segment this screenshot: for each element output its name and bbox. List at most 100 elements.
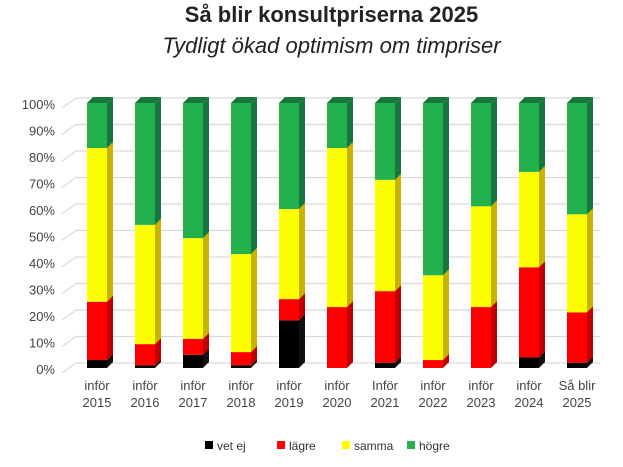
gridline-depth: [61, 309, 77, 321]
bar-segment-lägre: [471, 307, 491, 368]
bar-side: [203, 97, 209, 239]
chart-subtitle: Tydligt ökad optimism om timpriser: [162, 33, 501, 58]
bar-side: [347, 97, 353, 149]
y-tick-label: 50%: [29, 230, 55, 245]
bar-side: [251, 346, 257, 366]
bar-side: [587, 97, 593, 215]
legend-swatch: [407, 441, 415, 449]
bar-side: [443, 269, 449, 361]
gridline-depth: [61, 97, 77, 109]
y-tick-label: 30%: [29, 283, 55, 298]
gridline-depth: [61, 362, 77, 374]
bar-segment-lägre: [567, 312, 587, 363]
bar-segment-högre: [135, 103, 155, 225]
bar-segment-högre: [87, 103, 107, 149]
bar-segment-vet-ej: [279, 320, 299, 368]
bar-side: [251, 359, 257, 368]
y-tick-label: 0%: [36, 362, 55, 377]
bar-segment-lägre: [87, 301, 107, 361]
legend-label: vet ej: [217, 439, 246, 453]
x-tick-label: inför: [324, 378, 350, 393]
x-tick-label: Så blir: [559, 378, 597, 393]
y-tick-label: 70%: [29, 177, 55, 192]
bar-segment-vet-ej: [87, 360, 107, 368]
bar-top: [375, 97, 401, 103]
bar-side: [443, 354, 449, 368]
bar-segment-lägre: [279, 299, 299, 321]
bar-side: [299, 314, 305, 368]
x-tick-label: 2021: [371, 395, 400, 410]
x-tick-label: inför: [516, 378, 542, 393]
bar-segment-vet-ej: [567, 362, 587, 368]
bar-segment-samma: [327, 148, 347, 308]
bar-side: [299, 293, 305, 321]
bar-segment-samma: [183, 238, 203, 339]
bar-segment-högre: [375, 103, 395, 180]
bar-side: [491, 97, 497, 207]
bar-segment-samma: [231, 254, 251, 353]
bar-top: [135, 97, 161, 103]
x-tick-label: 2022: [419, 395, 448, 410]
bar-side: [587, 306, 593, 363]
bar-segment-högre: [423, 103, 443, 276]
bar-segment-samma: [87, 148, 107, 302]
bar-side: [587, 208, 593, 313]
bar-side: [347, 142, 353, 308]
x-tick-label: Inför: [372, 378, 399, 393]
bar-segment-vet-ej: [375, 362, 395, 368]
bar-segment-samma: [279, 209, 299, 300]
x-tick-label: inför: [228, 378, 254, 393]
x-tick-label: 2019: [275, 395, 304, 410]
x-tick-label: inför: [84, 378, 110, 393]
x-tick-label: inför: [132, 378, 158, 393]
bar-side: [539, 351, 545, 368]
bar-side: [155, 218, 161, 345]
bar-side: [155, 359, 161, 368]
bar-side: [107, 295, 113, 361]
bar-segment-lägre: [375, 291, 395, 363]
y-tick-label: 40%: [29, 256, 55, 271]
legend-label: samma: [354, 439, 394, 453]
bar-segment-lägre: [231, 352, 251, 366]
bar-top: [567, 97, 593, 103]
x-tick-label: inför: [468, 378, 494, 393]
gridline-depth: [61, 150, 77, 162]
bar-segment-samma: [423, 275, 443, 361]
bar-side: [539, 261, 545, 358]
bar-side: [395, 356, 401, 368]
bar-segment-vet-ej: [183, 354, 203, 368]
gridline-depth: [61, 124, 77, 135]
bar-top: [183, 97, 209, 103]
bar-segment-samma: [375, 179, 395, 292]
bar-side: [491, 301, 497, 368]
legend-swatch: [205, 441, 213, 449]
bar-side: [395, 97, 401, 180]
gridline-depth: [61, 230, 77, 241]
gridline-depth: [61, 336, 77, 347]
bar-segment-samma: [471, 206, 491, 308]
bar-segment-lägre: [423, 360, 443, 368]
bar-segment-högre: [327, 103, 347, 149]
legend-label: högre: [419, 439, 450, 453]
bar-side: [539, 165, 545, 268]
bar-top: [231, 97, 257, 103]
bar-side: [107, 97, 113, 149]
bar-side: [587, 356, 593, 368]
x-tick-label: 2015: [83, 395, 112, 410]
bar-side: [539, 97, 545, 172]
bar-side: [155, 338, 161, 366]
bar-side: [491, 200, 497, 308]
bar-top: [519, 97, 545, 103]
x-tick-label: inför: [420, 378, 446, 393]
chart-title: Så blir konsultpriserna 2025: [184, 2, 479, 27]
bar-segment-lägre: [183, 338, 203, 355]
bar-top: [423, 97, 449, 103]
gridline-depth: [61, 283, 77, 294]
bar-segment-högre: [567, 103, 587, 215]
bar-segment-högre: [519, 103, 539, 172]
bar-segment-lägre: [327, 307, 347, 368]
bar-side: [107, 142, 113, 302]
x-tick-label: 2024: [515, 395, 544, 410]
x-tick-label: inför: [276, 378, 302, 393]
